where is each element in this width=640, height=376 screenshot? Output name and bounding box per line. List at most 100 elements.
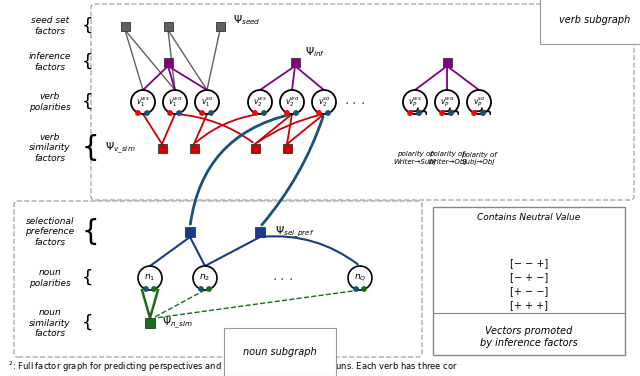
Text: polarity of
Writer→Subj: polarity of Writer→Subj bbox=[394, 152, 436, 165]
Bar bbox=[163, 21, 173, 30]
Text: [+ + +]: [+ + +] bbox=[510, 300, 548, 310]
Bar bbox=[189, 144, 198, 153]
Circle shape bbox=[138, 266, 162, 290]
Text: $v_1^{wo}$: $v_1^{wo}$ bbox=[168, 95, 182, 109]
Text: {: { bbox=[470, 106, 488, 118]
Circle shape bbox=[348, 266, 372, 290]
Text: $v_1^{ws}$: $v_1^{ws}$ bbox=[136, 95, 150, 109]
Text: noun subgraph: noun subgraph bbox=[243, 347, 317, 357]
Circle shape bbox=[435, 90, 459, 114]
Bar bbox=[250, 144, 259, 153]
Circle shape bbox=[417, 111, 421, 115]
Text: $v_P^{wo}$: $v_P^{wo}$ bbox=[440, 95, 454, 109]
Circle shape bbox=[207, 287, 211, 291]
Bar bbox=[433, 207, 625, 355]
Circle shape bbox=[285, 111, 289, 115]
Text: {: { bbox=[82, 218, 100, 246]
Bar bbox=[145, 318, 155, 328]
Circle shape bbox=[199, 287, 204, 291]
Text: noun
polarities: noun polarities bbox=[29, 268, 71, 288]
Circle shape bbox=[253, 111, 257, 115]
Circle shape bbox=[209, 111, 213, 115]
Circle shape bbox=[280, 90, 304, 114]
Circle shape bbox=[152, 287, 156, 291]
Bar bbox=[216, 21, 225, 30]
Text: $n_1$: $n_1$ bbox=[145, 273, 156, 283]
Text: Vectors promoted
by inference factors: Vectors promoted by inference factors bbox=[480, 326, 578, 348]
Circle shape bbox=[163, 90, 187, 114]
Text: inference
factors: inference factors bbox=[29, 52, 71, 72]
Text: $n_Q$: $n_Q$ bbox=[354, 273, 366, 284]
Text: [− + −]: [− + −] bbox=[510, 272, 548, 282]
Text: $v_P^{so}$: $v_P^{so}$ bbox=[472, 95, 485, 109]
Text: [+ − −]: [+ − −] bbox=[510, 286, 548, 296]
Bar bbox=[255, 227, 265, 237]
Text: {: { bbox=[82, 17, 93, 35]
Text: verb subgraph: verb subgraph bbox=[559, 15, 630, 25]
Circle shape bbox=[193, 266, 217, 290]
Circle shape bbox=[481, 111, 485, 115]
Text: {: { bbox=[82, 269, 93, 287]
Bar bbox=[163, 58, 173, 67]
Circle shape bbox=[177, 111, 181, 115]
Bar bbox=[291, 58, 300, 67]
Text: {: { bbox=[406, 106, 424, 118]
Bar bbox=[120, 21, 129, 30]
Text: $v_2^{ws}$: $v_2^{ws}$ bbox=[253, 95, 267, 109]
Bar bbox=[185, 227, 195, 237]
Text: $\Psi_{v\_sim}$: $\Psi_{v\_sim}$ bbox=[105, 140, 136, 156]
Circle shape bbox=[467, 90, 491, 114]
Text: $\Psi_{seed}$: $\Psi_{seed}$ bbox=[233, 13, 260, 27]
Circle shape bbox=[145, 111, 149, 115]
Circle shape bbox=[472, 111, 476, 115]
Circle shape bbox=[317, 111, 321, 115]
Text: {: { bbox=[438, 106, 456, 118]
Circle shape bbox=[326, 111, 330, 115]
Circle shape bbox=[403, 90, 427, 114]
Circle shape bbox=[248, 90, 272, 114]
Bar bbox=[442, 58, 451, 67]
Text: $\cdot\cdot\cdot$: $\cdot\cdot\cdot$ bbox=[272, 271, 294, 285]
Text: seed set
factors: seed set factors bbox=[31, 16, 69, 36]
Text: noun
similarity
factors: noun similarity factors bbox=[29, 308, 71, 338]
Text: verb
polarities: verb polarities bbox=[29, 92, 71, 112]
Circle shape bbox=[294, 111, 298, 115]
Text: $v_2^{so}$: $v_2^{so}$ bbox=[317, 95, 330, 109]
Circle shape bbox=[449, 111, 453, 115]
Bar bbox=[157, 144, 166, 153]
Circle shape bbox=[262, 111, 266, 115]
Circle shape bbox=[312, 90, 336, 114]
Text: $\cdot\cdot\cdot$: $\cdot\cdot\cdot$ bbox=[344, 95, 366, 109]
Text: {: { bbox=[82, 53, 93, 71]
Text: polarity of
Writer→Obj: polarity of Writer→Obj bbox=[428, 152, 467, 165]
Text: {: { bbox=[82, 134, 100, 162]
Text: polarity of
Subj→Obj: polarity of Subj→Obj bbox=[461, 152, 497, 165]
Text: [− − +]: [− − +] bbox=[510, 258, 548, 268]
Text: {: { bbox=[82, 314, 93, 332]
Circle shape bbox=[144, 287, 148, 291]
Circle shape bbox=[168, 111, 172, 115]
Text: verb
similarity
factors: verb similarity factors bbox=[29, 133, 71, 163]
Text: $v_2^{wo}$: $v_2^{wo}$ bbox=[285, 95, 299, 109]
FancyBboxPatch shape bbox=[91, 4, 634, 200]
Circle shape bbox=[136, 111, 140, 115]
Circle shape bbox=[354, 287, 358, 291]
Text: $\Psi_{sel\_pref}$: $\Psi_{sel\_pref}$ bbox=[275, 224, 315, 240]
Circle shape bbox=[200, 111, 204, 115]
Circle shape bbox=[362, 287, 366, 291]
Text: $v_P^{ws}$: $v_P^{ws}$ bbox=[408, 95, 422, 109]
FancyBboxPatch shape bbox=[14, 201, 422, 357]
Text: $^2$: Full factor graph for predicting perspectives and values of $P$ verbs and : $^2$: Full factor graph for predicting p… bbox=[8, 359, 458, 374]
Bar bbox=[282, 144, 291, 153]
Circle shape bbox=[408, 111, 412, 115]
Text: Contains Neutral Value: Contains Neutral Value bbox=[477, 212, 580, 221]
Text: selectional
preference
factors: selectional preference factors bbox=[26, 217, 75, 247]
Circle shape bbox=[440, 111, 444, 115]
Text: $v_1^{so}$: $v_1^{so}$ bbox=[200, 95, 213, 109]
Circle shape bbox=[195, 90, 219, 114]
Circle shape bbox=[131, 90, 155, 114]
Text: $\Psi_{n\_sim}$: $\Psi_{n\_sim}$ bbox=[162, 315, 193, 331]
Text: $n_2$: $n_2$ bbox=[200, 273, 211, 283]
Text: {: { bbox=[82, 93, 93, 111]
Text: $\Psi_{inf}$: $\Psi_{inf}$ bbox=[305, 45, 325, 59]
